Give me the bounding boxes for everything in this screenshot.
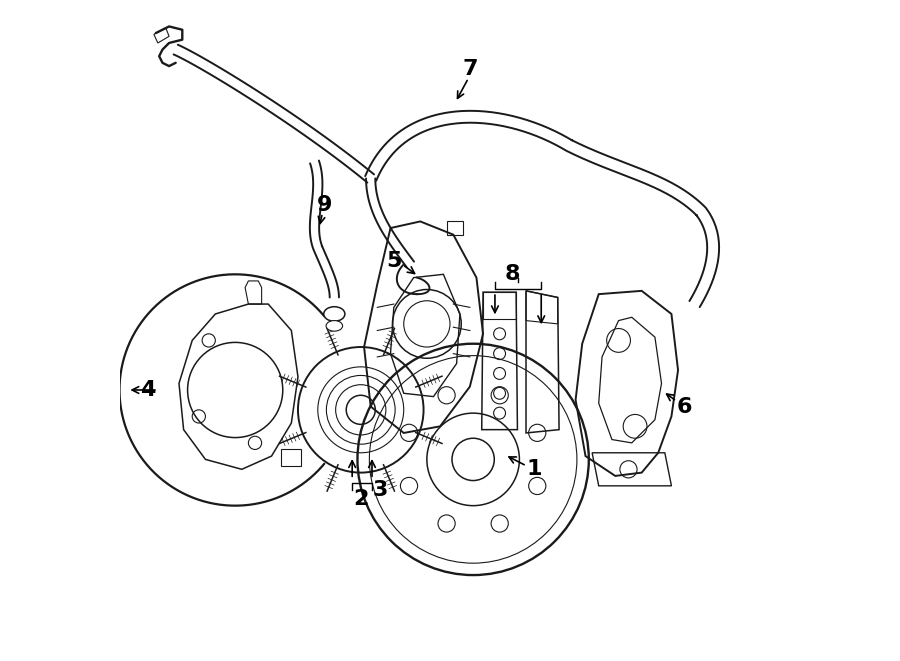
Text: 5: 5 bbox=[386, 251, 401, 271]
Ellipse shape bbox=[326, 321, 343, 331]
Text: 2: 2 bbox=[353, 489, 368, 509]
Ellipse shape bbox=[324, 307, 345, 321]
Text: 8: 8 bbox=[505, 264, 520, 284]
Text: 7: 7 bbox=[462, 59, 478, 79]
Text: 1: 1 bbox=[526, 459, 542, 479]
Text: 3: 3 bbox=[373, 481, 388, 500]
Text: 4: 4 bbox=[140, 380, 156, 400]
Text: 6: 6 bbox=[677, 397, 692, 416]
Text: 9: 9 bbox=[317, 195, 332, 215]
